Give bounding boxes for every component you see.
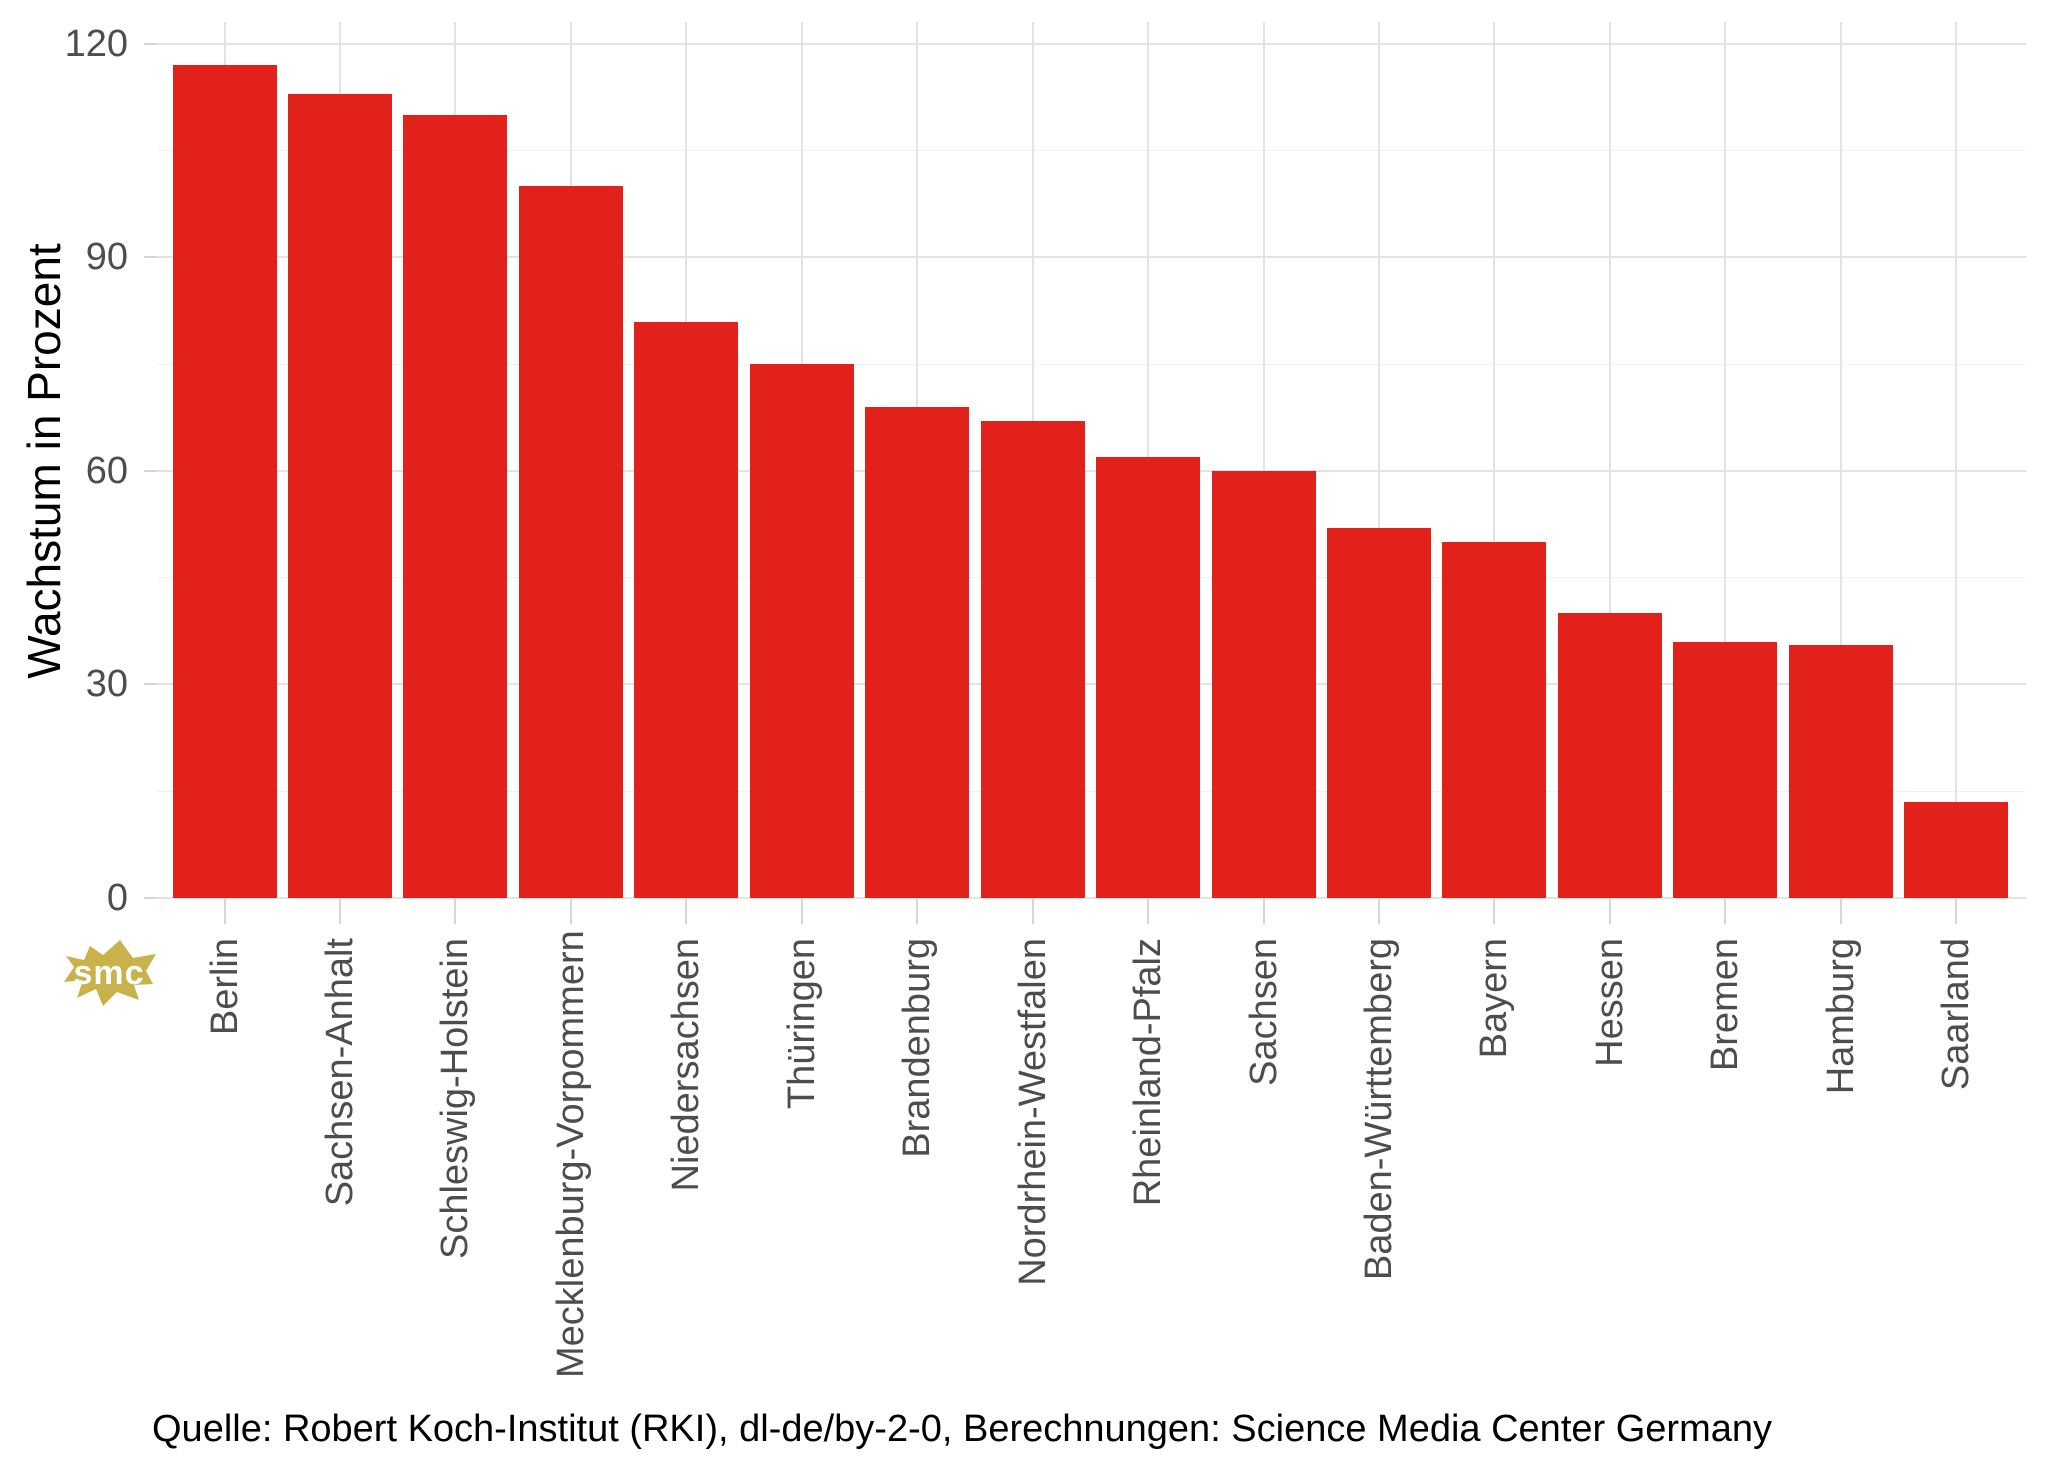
x-axis-tick-mark <box>685 898 688 924</box>
bar-sachsen-anhalt <box>287 93 392 898</box>
bar-bayern <box>1442 542 1547 898</box>
smc-logo-star-shape <box>64 940 156 1006</box>
bar-brandenburg <box>865 406 970 898</box>
x-axis-tick-mark <box>1493 898 1496 924</box>
y-axis-tick-label: 90 <box>85 236 128 279</box>
x-axis-tick-label: Bremen <box>1704 938 1747 1072</box>
gridline-vertical-major <box>1378 22 1380 898</box>
y-axis-tick-label: 60 <box>85 449 128 492</box>
y-axis-tick-mark <box>144 256 157 259</box>
bar-saarland <box>1904 801 2009 898</box>
x-axis-tick-label: Sachsen-Anhalt <box>318 938 361 1207</box>
bar-hamburg <box>1788 645 1893 898</box>
y-axis-tick-label: 0 <box>106 877 128 919</box>
x-axis-tick-label: Berlin <box>203 938 246 1036</box>
gridline-horizontal-minor <box>157 150 2026 152</box>
bar-baden-w-rttemberg <box>1327 527 1431 898</box>
gridline-vertical-major <box>1955 22 1958 898</box>
source-caption: Quelle: Robert Koch-Institut (RKI), dl-d… <box>152 1408 1772 1450</box>
x-axis-tick-label: Rheinland-Pfalz <box>1127 938 1170 1207</box>
bar-hessen <box>1557 613 1662 898</box>
gridline-horizontal-major <box>157 42 2026 45</box>
x-axis-tick-mark <box>1031 898 1034 924</box>
bar-mecklenburg-vorpommern <box>518 186 623 898</box>
bar-th-ringen <box>749 364 854 898</box>
gridline-vertical-major <box>1724 22 1727 898</box>
x-axis-tick-mark <box>223 898 226 924</box>
x-axis-tick-label: Saarland <box>1935 938 1978 1091</box>
x-axis-tick-mark <box>1839 898 1842 924</box>
bar-niedersachsen <box>634 321 739 898</box>
bar-sachsen <box>1211 470 1316 898</box>
x-axis-tick-label: Thüringen <box>780 938 823 1110</box>
x-axis-tick-mark <box>916 898 919 924</box>
x-axis-tick-label: Hamburg <box>1819 938 1862 1095</box>
x-axis-tick-mark <box>1955 898 1958 924</box>
y-axis-tick-label: 120 <box>64 22 128 65</box>
x-axis-tick-mark <box>569 898 572 924</box>
x-axis-tick-label: Sachsen <box>1242 938 1285 1086</box>
y-axis-tick-mark <box>144 469 157 472</box>
gridline-horizontal-minor <box>157 363 2026 365</box>
bar-berlin <box>172 65 277 898</box>
x-axis-tick-label: Brandenburg <box>896 938 939 1158</box>
x-axis-tick-mark <box>338 898 341 924</box>
bar-rheinland-pfalz <box>1096 456 1201 898</box>
gridline-vertical-major <box>1262 22 1265 898</box>
smc-logo-text: smc <box>73 954 144 992</box>
smc-logo: smc <box>64 940 156 1006</box>
x-axis-tick-label: Nordrhein-Westfalen <box>1011 938 1054 1286</box>
x-axis-tick-mark <box>1724 898 1727 924</box>
y-axis-tick-mark <box>144 42 157 45</box>
gridline-horizontal-major <box>157 256 2026 259</box>
bar-nordrhein-westfalen <box>980 421 1085 898</box>
gridline-horizontal-minor <box>157 577 2026 579</box>
x-axis-tick-label: Mecklenburg-Vorpommern <box>549 930 592 1378</box>
gridline-horizontal-major <box>157 469 2026 472</box>
x-axis-tick-label: Bayern <box>1473 938 1516 1059</box>
gridline-horizontal-major <box>157 683 2026 686</box>
bar-bremen <box>1673 641 1778 898</box>
x-axis-tick-mark <box>1147 898 1150 924</box>
x-axis-tick-mark <box>1608 898 1611 924</box>
gridline-vertical-major <box>1608 22 1611 898</box>
y-axis-tick-label: 30 <box>85 663 128 706</box>
x-axis-tick-mark <box>454 898 457 924</box>
gridline-horizontal-major <box>157 897 2026 899</box>
x-axis-tick-label: Niedersachsen <box>665 938 708 1192</box>
bar-schleswig-holstein <box>403 115 508 898</box>
x-axis-tick-label: Schleswig-Holstein <box>434 938 477 1260</box>
x-axis-tick-mark <box>1262 898 1265 924</box>
x-axis-tick-mark <box>800 898 803 924</box>
y-axis-title: Wachstum in Prozent <box>18 243 70 679</box>
y-axis-tick-mark <box>144 683 157 686</box>
gridline-horizontal-minor <box>157 790 2026 792</box>
x-axis-tick-mark <box>1378 898 1380 924</box>
y-axis-tick-mark <box>144 897 157 899</box>
gridline-vertical-major <box>1493 22 1496 898</box>
gridline-vertical-major <box>1839 22 1842 898</box>
x-axis-tick-label: Baden-Württemberg <box>1358 938 1400 1281</box>
x-axis-tick-label: Hessen <box>1588 938 1631 1067</box>
